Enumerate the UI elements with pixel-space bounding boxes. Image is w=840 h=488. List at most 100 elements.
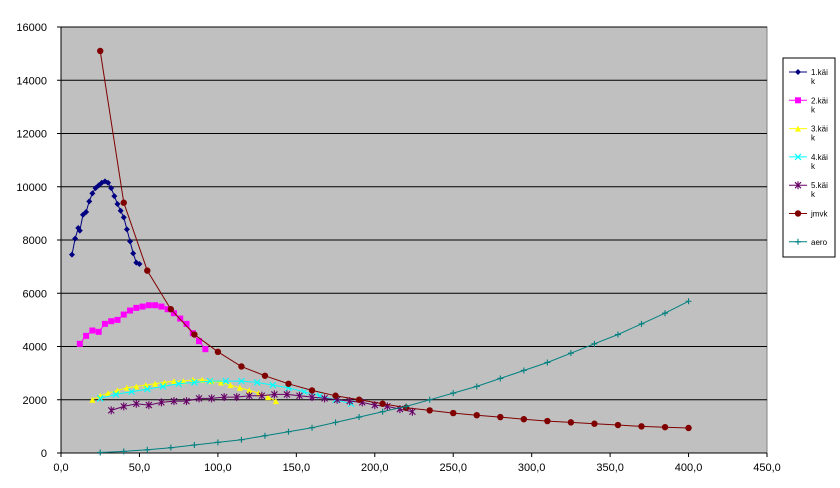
data-point-5-k-ik <box>132 399 140 408</box>
data-point-5-k-ik <box>158 398 165 407</box>
x-tick-label: 200,0 <box>361 462 389 474</box>
data-point-5-k-ik <box>270 390 278 399</box>
series-line-aero <box>100 300 689 453</box>
data-point-1-k-ik <box>114 201 121 208</box>
plot-area <box>60 26 768 454</box>
data-point-1-k-ik <box>108 185 115 192</box>
data-point-jmvk <box>238 363 245 370</box>
data-point-1-k-ik <box>86 198 93 205</box>
data-point-jmvk <box>285 380 292 387</box>
legend-marker-jmvk <box>794 210 802 217</box>
data-point-4-k-ik <box>269 381 277 389</box>
data-point-2-k-ik <box>202 346 209 353</box>
data-point-5-k-ik <box>107 406 115 415</box>
data-point-4-k-ik <box>222 377 230 385</box>
data-point-aero <box>379 408 386 415</box>
series-group <box>68 47 692 456</box>
legend-item-aero: aero <box>789 238 828 247</box>
data-point-4-k-ik <box>96 394 104 402</box>
data-point-3-k-ik <box>246 387 253 394</box>
data-point-2-k-ik <box>139 303 146 310</box>
data-point-jmvk <box>426 407 433 414</box>
data-point-2-k-ik <box>196 338 203 345</box>
data-point-jmvk <box>497 413 504 421</box>
data-point-aero <box>332 419 339 426</box>
legend-label-1-k-ik: 1.käi <box>811 68 828 77</box>
data-point-1-k-ik <box>120 214 127 221</box>
data-point-1-k-ik <box>130 250 137 257</box>
data-point-aero <box>309 424 316 431</box>
x-tick-label: 250,0 <box>439 462 467 474</box>
data-point-jmvk <box>214 348 222 356</box>
data-point-3-k-ik <box>189 376 196 383</box>
y-tick-label: 10000 <box>16 182 47 194</box>
data-point-aero <box>167 444 174 451</box>
data-point-jmvk <box>144 267 151 274</box>
data-point-jmvk <box>591 420 598 427</box>
legend-marker-5-k-ik <box>794 181 802 190</box>
x-tick-label: 400,0 <box>675 462 703 474</box>
data-point-3-k-ik <box>133 383 140 390</box>
legend-marker-aero <box>795 238 801 245</box>
axes: 0 2000 4000 6000 8000 10000 12000 14000 16000 0,0… <box>16 22 780 474</box>
y-tick-label: 0 <box>41 448 47 460</box>
data-point-aero <box>662 310 669 317</box>
legend-label-4-k-ik: k <box>811 162 816 171</box>
data-point-2-k-ik <box>177 315 184 322</box>
data-point-aero <box>450 390 457 397</box>
data-point-aero <box>285 428 292 435</box>
data-point-jmvk <box>379 400 386 407</box>
data-point-aero <box>520 367 527 374</box>
y-tick-label: 6000 <box>23 288 47 300</box>
data-point-4-k-ik <box>159 383 167 390</box>
data-point-1-k-ik <box>72 235 79 242</box>
data-point-aero <box>214 439 221 446</box>
data-point-2-k-ik <box>108 318 115 325</box>
data-point-jmvk <box>97 47 104 55</box>
data-point-3-k-ik <box>227 382 234 389</box>
data-point-5-k-ik <box>170 397 178 406</box>
series-4-k-ik <box>96 377 355 408</box>
data-point-2-k-ik <box>114 316 121 323</box>
data-point-5-k-ik <box>145 401 153 410</box>
legend-label-aero: aero <box>811 238 828 247</box>
data-point-2-k-ik <box>127 307 134 314</box>
data-point-aero <box>544 359 551 366</box>
x-tick-label: 350,0 <box>596 462 624 474</box>
data-point-2-k-ik <box>133 304 140 311</box>
data-point-aero <box>356 414 363 421</box>
data-point-aero <box>97 449 104 456</box>
data-point-4-k-ik <box>237 377 245 385</box>
data-point-5-k-ik <box>258 391 266 400</box>
data-point-aero <box>473 383 480 390</box>
data-point-jmvk <box>167 306 175 313</box>
series-line-jmvk <box>99 50 689 429</box>
data-point-1-k-ik <box>68 251 75 258</box>
legend-box <box>782 57 836 258</box>
data-point-aero <box>591 340 598 347</box>
data-point-3-k-ik <box>170 378 177 385</box>
data-point-aero <box>426 396 433 403</box>
x-tick-label: 100,0 <box>204 462 232 474</box>
data-point-1-k-ik <box>117 207 124 214</box>
data-point-jmvk <box>638 423 645 430</box>
data-point-2-k-ik <box>83 332 90 339</box>
data-point-jmvk <box>614 421 622 429</box>
data-point-aero <box>261 432 268 439</box>
data-point-1-k-ik <box>136 260 143 267</box>
legend-marker-3-k-ik <box>795 125 801 132</box>
y-tick-label: 12000 <box>16 129 47 141</box>
x-tick-label: 50,0 <box>129 462 150 474</box>
data-point-5-k-ik <box>308 393 316 402</box>
data-point-5-k-ik <box>208 394 216 403</box>
data-point-4-k-ik <box>128 388 136 396</box>
data-point-aero <box>685 298 692 305</box>
x-tick-label: 450,0 <box>753 462 781 474</box>
data-point-3-k-ik <box>180 378 187 385</box>
data-point-5-k-ik <box>233 393 241 402</box>
series-3-k-ik <box>89 376 279 405</box>
